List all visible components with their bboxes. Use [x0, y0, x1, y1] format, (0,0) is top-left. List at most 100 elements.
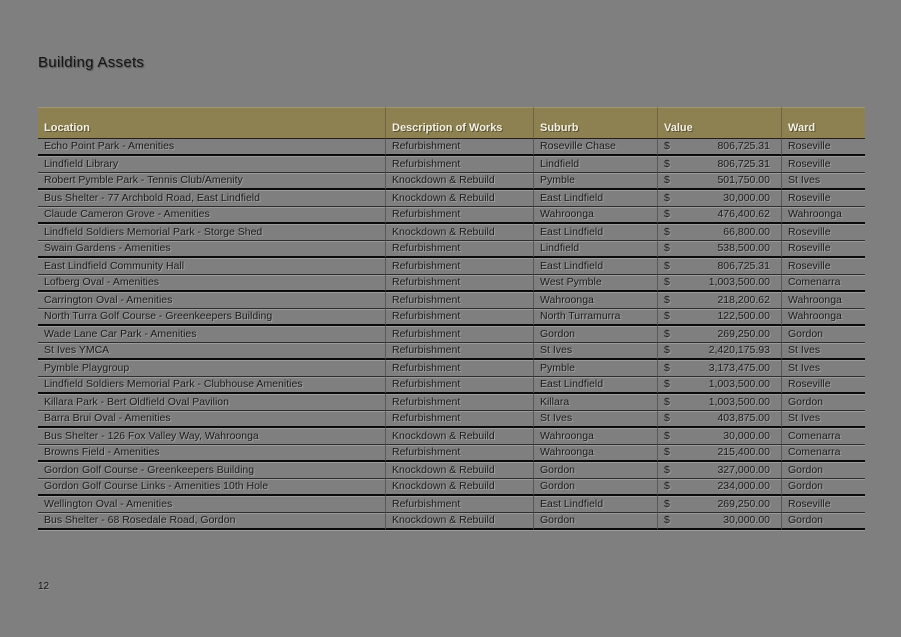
currency-symbol: $	[664, 378, 670, 390]
value-amount: 1,003,500.00	[708, 396, 770, 408]
value-amount: 1,003,500.00	[708, 378, 770, 390]
cell-location: Lofberg Oval - Amenities	[38, 275, 385, 292]
table-row: Wade Lane Car Park - Amenities Refurbish…	[38, 326, 865, 343]
currency-symbol: $	[664, 480, 670, 492]
cell-ward: Wahroonga	[781, 292, 865, 309]
cell-suburb: Gordon	[533, 462, 657, 479]
cell-ward: Comenarra	[781, 428, 865, 445]
cell-suburb: West Pymble	[533, 275, 657, 292]
currency-symbol: $	[664, 192, 670, 204]
cell-description-of-works: Refurbishment	[385, 258, 533, 275]
currency-symbol: $	[664, 464, 670, 476]
cell-location: Claude Cameron Grove - Amenities	[38, 207, 385, 224]
cell-suburb: East Lindfield	[533, 496, 657, 513]
table-row: Lindfield Soldiers Memorial Park - Storg…	[38, 224, 865, 241]
cell-description-of-works: Refurbishment	[385, 411, 533, 428]
table-row: Swain Gardens - Amenities Refurbishment …	[38, 241, 865, 258]
cell-ward: Gordon	[781, 394, 865, 411]
cell-value: $ 269,250.00	[657, 496, 781, 513]
cell-suburb: East Lindfield	[533, 224, 657, 241]
cell-ward: Roseville	[781, 224, 865, 241]
cell-location: Swain Gardens - Amenities	[38, 241, 385, 258]
table-row: Lindfield Soldiers Memorial Park - Clubh…	[38, 377, 865, 394]
table-row: Bus Shelter - 77 Archbold Road, East Lin…	[38, 190, 865, 207]
value-amount: 30,000.00	[723, 430, 770, 442]
cell-suburb: Lindfield	[533, 156, 657, 173]
cell-value: $ 30,000.00	[657, 428, 781, 445]
currency-symbol: $	[664, 294, 670, 306]
cell-description-of-works: Refurbishment	[385, 275, 533, 292]
value-amount: 218,200.62	[717, 294, 770, 306]
cell-location: Bus Shelter - 68 Rosedale Road, Gordon	[38, 513, 385, 530]
cell-value: $ 122,500.00	[657, 309, 781, 326]
cell-location: East Lindfield Community Hall	[38, 258, 385, 275]
cell-suburb: East Lindfield	[533, 190, 657, 207]
cell-location: Wellington Oval - Amenities	[38, 496, 385, 513]
column-header-suburb: Suburb	[533, 107, 657, 139]
cell-description-of-works: Refurbishment	[385, 292, 533, 309]
currency-symbol: $	[664, 514, 670, 526]
cell-suburb: Killara	[533, 394, 657, 411]
table-row: Pymble Playgroup Refurbishment Pymble $ …	[38, 360, 865, 377]
table-row: Echo Point Park - Amenities Refurbishmen…	[38, 139, 865, 156]
value-amount: 403,875.00	[717, 412, 770, 424]
cell-location: Barra Brui Oval - Amenities	[38, 411, 385, 428]
cell-description-of-works: Refurbishment	[385, 377, 533, 394]
column-header-ward: Ward	[781, 107, 865, 139]
cell-value: $ 3,173,475.00	[657, 360, 781, 377]
cell-ward: Roseville	[781, 190, 865, 207]
cell-suburb: Roseville Chase	[533, 139, 657, 156]
table-row: Bus Shelter - 68 Rosedale Road, Gordon K…	[38, 513, 865, 530]
table-row: North Turra Golf Course - Greenkeepers B…	[38, 309, 865, 326]
cell-suburb: Wahroonga	[533, 207, 657, 224]
building-assets-table: Location Description of Works Suburb Val…	[38, 107, 865, 530]
table-row: East Lindfield Community Hall Refurbishm…	[38, 258, 865, 275]
cell-location: St Ives YMCA	[38, 343, 385, 360]
table-row: St Ives YMCA Refurbishment St Ives $ 2,4…	[38, 343, 865, 360]
page-title: Building Assets	[38, 54, 145, 71]
cell-value: $ 403,875.00	[657, 411, 781, 428]
cell-suburb: East Lindfield	[533, 377, 657, 394]
cell-location: North Turra Golf Course - Greenkeepers B…	[38, 309, 385, 326]
cell-description-of-works: Refurbishment	[385, 241, 533, 258]
cell-value: $ 476,400.62	[657, 207, 781, 224]
table-header-row: Location Description of Works Suburb Val…	[38, 107, 865, 139]
table-row: Claude Cameron Grove - Amenities Refurbi…	[38, 207, 865, 224]
cell-value: $ 1,003,500.00	[657, 394, 781, 411]
value-amount: 806,725.31	[717, 260, 770, 272]
cell-value: $ 538,500.00	[657, 241, 781, 258]
cell-location: Pymble Playgroup	[38, 360, 385, 377]
value-amount: 2,420,175.93	[708, 344, 770, 356]
currency-symbol: $	[664, 362, 670, 374]
cell-ward: Roseville	[781, 241, 865, 258]
cell-location: Bus Shelter - 77 Archbold Road, East Lin…	[38, 190, 385, 207]
cell-location: Echo Point Park - Amenities	[38, 139, 385, 156]
cell-suburb: East Lindfield	[533, 258, 657, 275]
cell-value: $ 806,725.31	[657, 139, 781, 156]
cell-suburb: Wahroonga	[533, 428, 657, 445]
cell-description-of-works: Refurbishment	[385, 156, 533, 173]
cell-description-of-works: Refurbishment	[385, 394, 533, 411]
value-amount: 66,800.00	[723, 226, 770, 238]
cell-location: Carrington Oval - Amenities	[38, 292, 385, 309]
cell-value: $ 806,725.31	[657, 156, 781, 173]
cell-description-of-works: Refurbishment	[385, 309, 533, 326]
cell-ward: Gordon	[781, 479, 865, 496]
cell-ward: St Ives	[781, 343, 865, 360]
cell-location: Browns Field - Amenities	[38, 445, 385, 462]
currency-symbol: $	[664, 498, 670, 510]
currency-symbol: $	[664, 174, 670, 186]
value-amount: 122,500.00	[717, 310, 770, 322]
cell-value: $ 2,420,175.93	[657, 343, 781, 360]
cell-ward: Wahroonga	[781, 207, 865, 224]
cell-description-of-works: Refurbishment	[385, 326, 533, 343]
value-amount: 476,400.62	[717, 208, 770, 220]
cell-suburb: Wahroonga	[533, 445, 657, 462]
table-row: Browns Field - Amenities Refurbishment W…	[38, 445, 865, 462]
currency-symbol: $	[664, 310, 670, 322]
cell-ward: St Ives	[781, 411, 865, 428]
cell-value: $ 1,003,500.00	[657, 275, 781, 292]
cell-location: Gordon Golf Course Links - Amenities 10t…	[38, 479, 385, 496]
currency-symbol: $	[664, 396, 670, 408]
